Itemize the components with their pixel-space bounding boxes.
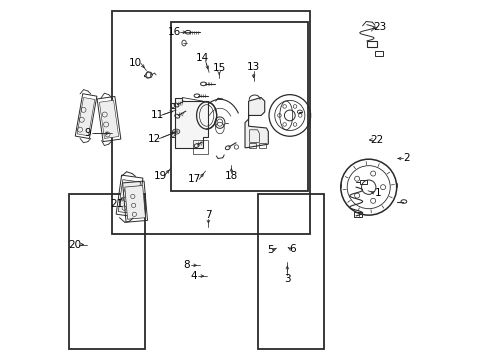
Polygon shape (125, 185, 146, 219)
Bar (375, 51, 383, 56)
Text: 18: 18 (225, 171, 238, 181)
Bar (172, 22, 308, 191)
Text: 22: 22 (370, 135, 383, 145)
Polygon shape (118, 180, 141, 214)
Text: 11: 11 (150, 111, 164, 121)
Text: 9: 9 (84, 129, 91, 138)
Text: 5: 5 (267, 245, 273, 255)
Bar (69, 194, 145, 348)
Bar (258, 194, 324, 348)
Text: 13: 13 (247, 62, 260, 72)
Text: 7: 7 (205, 210, 212, 220)
Polygon shape (175, 98, 208, 148)
Text: 8: 8 (184, 260, 190, 270)
Text: 3: 3 (284, 274, 291, 284)
Text: 16: 16 (168, 27, 181, 37)
Text: 10: 10 (129, 58, 142, 68)
Bar (367, 41, 377, 47)
Text: 6: 6 (289, 244, 295, 254)
Text: 2: 2 (403, 153, 410, 163)
Text: 1: 1 (374, 188, 381, 198)
Polygon shape (77, 98, 95, 136)
Bar (194, 140, 208, 154)
Text: 12: 12 (148, 134, 161, 144)
Text: 15: 15 (213, 63, 226, 73)
Bar (360, 180, 367, 184)
Text: 19: 19 (153, 171, 167, 181)
Polygon shape (171, 103, 175, 108)
Polygon shape (245, 98, 269, 148)
Polygon shape (171, 132, 175, 137)
Text: 23: 23 (373, 22, 386, 32)
Text: 17: 17 (188, 174, 201, 184)
Bar (354, 212, 362, 217)
Text: 20: 20 (68, 239, 81, 249)
Polygon shape (99, 100, 119, 139)
Text: 4: 4 (191, 271, 197, 281)
Text: 14: 14 (196, 53, 209, 63)
Bar (112, 12, 310, 234)
Text: 21: 21 (110, 199, 123, 210)
